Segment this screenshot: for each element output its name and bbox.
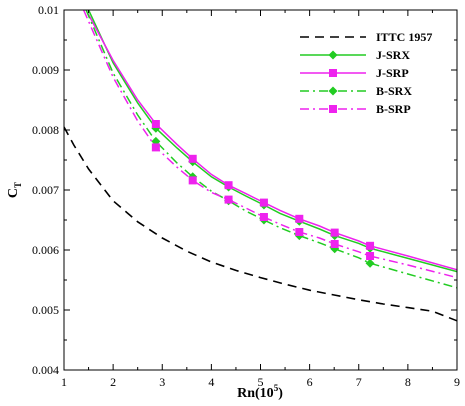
y-tick-label: 0.007 bbox=[32, 183, 59, 197]
y-tick-label: 0.005 bbox=[32, 303, 59, 317]
legend-label-2: J-SRP bbox=[376, 66, 409, 80]
series-4-marker bbox=[330, 240, 339, 248]
series-2-marker bbox=[224, 181, 233, 190]
series-line-0 bbox=[64, 126, 457, 322]
legend-label-3: B-SRX bbox=[376, 84, 412, 98]
x-tick-label: 3 bbox=[159, 375, 165, 389]
x-axis-title: Rn(105) bbox=[237, 383, 283, 401]
tick-layer: 1 2 3 4 5 6 7 8 9 0.004 0.005 0.006 0.007 0.008 0.009 0… bbox=[32, 3, 460, 389]
series-4-marker bbox=[259, 213, 268, 221]
x-tick-label: 9 bbox=[454, 375, 460, 389]
series-4-marker bbox=[188, 176, 197, 185]
legend-label-1: J-SRX bbox=[376, 48, 410, 62]
x-tick-label: 8 bbox=[405, 375, 411, 389]
y-tick-label: 0.006 bbox=[32, 243, 59, 257]
y-tick-label: 0.01 bbox=[38, 3, 59, 17]
x-tick-label: 6 bbox=[307, 375, 313, 389]
y-tick-label: 0.008 bbox=[32, 123, 59, 137]
legend-label-4: B-SRP bbox=[376, 102, 411, 116]
series-4-marker bbox=[151, 143, 160, 152]
series-4-marker bbox=[224, 195, 233, 204]
series-2-marker bbox=[366, 241, 375, 250]
series-line-3 bbox=[85, 10, 457, 289]
x-tick-label: 4 bbox=[208, 375, 214, 389]
series-3-marker bbox=[365, 258, 375, 268]
legend-marker-2 bbox=[329, 69, 337, 77]
y-tick-label: 0.004 bbox=[32, 363, 59, 377]
legend-marker-1 bbox=[328, 50, 338, 60]
x-tick-label: 1 bbox=[61, 375, 67, 389]
y-tick-label: 0.009 bbox=[32, 63, 59, 77]
plot-frame bbox=[63, 9, 458, 371]
series-layer bbox=[64, 10, 457, 322]
series-2-marker bbox=[151, 120, 160, 128]
legend: ITTC 1957 J-SRX J-SRP B-SRX B-SRP bbox=[300, 30, 432, 116]
series-2-marker bbox=[188, 154, 197, 163]
series-2-marker bbox=[259, 198, 268, 207]
series-2-marker bbox=[295, 214, 304, 223]
series-4-marker bbox=[295, 228, 304, 236]
series-line-4 bbox=[82, 10, 457, 279]
series-4-marker bbox=[366, 252, 375, 260]
x-tick-label: 7 bbox=[356, 375, 362, 389]
legend-marker-4 bbox=[329, 105, 337, 113]
legend-label-0: ITTC 1957 bbox=[376, 30, 432, 44]
series-2-marker bbox=[330, 228, 339, 237]
x-tick-label: 2 bbox=[110, 375, 116, 389]
legend-marker-3 bbox=[328, 86, 338, 96]
x-tick-label: 5 bbox=[258, 375, 264, 389]
y-axis-title: CT bbox=[6, 182, 23, 198]
